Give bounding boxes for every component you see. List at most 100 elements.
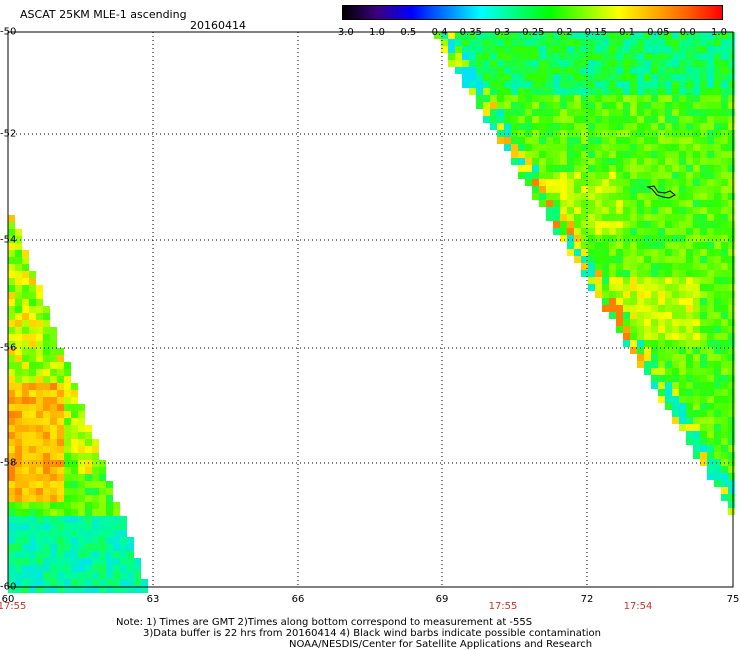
data-cell [714, 480, 721, 487]
data-cell [106, 488, 113, 495]
data-cell [567, 242, 574, 249]
data-cell [637, 39, 644, 46]
data-cell [497, 137, 504, 144]
data-cell [15, 425, 22, 432]
data-cell [106, 537, 113, 544]
data-cell [560, 102, 567, 109]
data-cell [672, 46, 679, 53]
data-cell [78, 537, 85, 544]
data-cell [8, 565, 15, 572]
data-cell [120, 523, 127, 530]
data-cell [560, 130, 567, 137]
colorbar-label: -0.2 [552, 27, 573, 38]
data-cell [686, 403, 693, 410]
data-cell [43, 481, 50, 488]
data-cell [637, 312, 644, 319]
data-cell [721, 81, 728, 88]
data-cell [15, 439, 22, 446]
data-cell [665, 256, 672, 263]
data-cell [483, 32, 490, 39]
data-cell [630, 333, 637, 340]
data-cell [637, 242, 644, 249]
data-cell [483, 53, 490, 60]
data-cell [99, 544, 106, 551]
data-cell [511, 67, 518, 74]
data-cell [595, 102, 602, 109]
data-cell [532, 32, 539, 39]
data-cell [50, 411, 57, 418]
data-cell [595, 200, 602, 207]
data-cell [679, 88, 686, 95]
data-cell [504, 60, 511, 67]
data-cell [658, 179, 665, 186]
data-cell [518, 130, 525, 137]
data-cell [707, 81, 714, 88]
data-cell [134, 586, 141, 593]
data-cell [92, 579, 99, 586]
data-cell [602, 207, 609, 214]
data-cell [99, 579, 106, 586]
data-cell [448, 39, 455, 46]
data-cell [36, 411, 43, 418]
data-cell [700, 81, 707, 88]
data-cell [686, 249, 693, 256]
data-cell [581, 186, 588, 193]
data-cell [553, 221, 560, 228]
data-cell [43, 509, 50, 516]
data-cell [728, 382, 735, 389]
data-cell [29, 572, 36, 579]
data-cell [546, 165, 553, 172]
data-cell [29, 397, 36, 404]
data-cell [588, 179, 595, 186]
data-cell [686, 109, 693, 116]
data-cell [581, 60, 588, 67]
data-cell [29, 516, 36, 523]
data-cell [693, 298, 700, 305]
data-cell [36, 320, 43, 327]
data-cell [22, 586, 29, 593]
data-cell [567, 60, 574, 67]
data-cell [78, 551, 85, 558]
data-cell [609, 228, 616, 235]
data-cell [707, 431, 714, 438]
data-cell [560, 165, 567, 172]
data-cell [43, 439, 50, 446]
data-cell [483, 67, 490, 74]
data-cell [595, 60, 602, 67]
data-cell [57, 383, 64, 390]
data-cell [567, 32, 574, 39]
data-cell [50, 376, 57, 383]
data-cell [490, 39, 497, 46]
data-cell [637, 109, 644, 116]
data-cell [92, 495, 99, 502]
data-cell [693, 263, 700, 270]
data-cell [686, 270, 693, 277]
data-cell [92, 537, 99, 544]
data-cell [57, 474, 64, 481]
data-cell [85, 425, 92, 432]
data-cell [651, 179, 658, 186]
data-cell [700, 445, 707, 452]
data-cell [595, 144, 602, 151]
data-cell [71, 446, 78, 453]
data-cell [8, 523, 15, 530]
data-cell [686, 32, 693, 39]
data-cell [553, 88, 560, 95]
data-cell [43, 355, 50, 362]
data-cell [15, 488, 22, 495]
data-cell [728, 361, 735, 368]
data-cell [574, 249, 581, 256]
data-cell [29, 446, 36, 453]
data-cell [8, 355, 15, 362]
data-cell [134, 565, 141, 572]
data-cell [602, 270, 609, 277]
data-cell [29, 271, 36, 278]
data-cell [567, 39, 574, 46]
data-cell [553, 53, 560, 60]
data-cell [637, 333, 644, 340]
data-cell [8, 383, 15, 390]
data-cell [728, 88, 735, 95]
data-cell [106, 530, 113, 537]
data-cell [560, 186, 567, 193]
data-cell [43, 446, 50, 453]
